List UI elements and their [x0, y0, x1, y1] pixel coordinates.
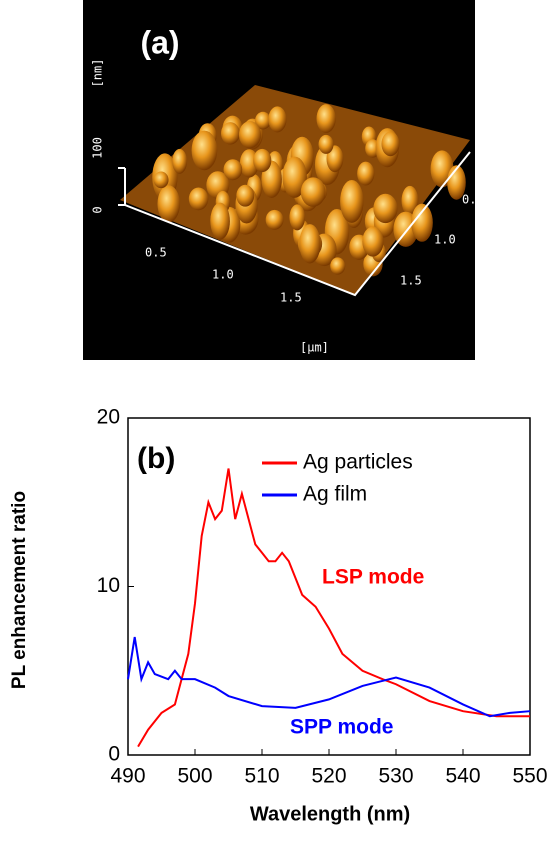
- right-tick: 0.5: [462, 193, 484, 207]
- panel-label: (b): [137, 442, 175, 475]
- data-line: [137, 468, 530, 748]
- chart: 490 500 510 520 530 540 550 0 10 20 Wavelength (nm…: [9, 406, 548, 826]
- right-tick: 0.0: [484, 145, 506, 159]
- afm-bump: [330, 257, 346, 275]
- afm-bump: [265, 209, 284, 230]
- afm-bump: [381, 131, 400, 157]
- afm-bump: [340, 179, 364, 223]
- afm-bump: [153, 171, 169, 189]
- afm-bump: [238, 121, 262, 149]
- front-tick: 1.0: [212, 268, 234, 282]
- right-tick: 1.0: [434, 233, 456, 247]
- afm-bump: [220, 122, 240, 145]
- afm-bump: [210, 202, 230, 240]
- panel-label: (a): [140, 24, 179, 60]
- afm-bump: [326, 145, 344, 173]
- y-tick-label: 20: [97, 406, 120, 429]
- z-tick: 100: [91, 137, 105, 159]
- afm-bump: [357, 161, 375, 186]
- data-line: [127, 636, 531, 718]
- legend-label: Ag film: [303, 483, 367, 506]
- x-tick-label: 530: [378, 765, 413, 788]
- afm-bump: [362, 226, 384, 257]
- afm-bump: [282, 156, 307, 198]
- xy-unit: [µm]: [300, 341, 329, 355]
- afm-bump: [299, 224, 321, 264]
- afm-bump: [223, 159, 243, 181]
- front-tick: 1.5: [280, 291, 302, 305]
- afm-bump: [172, 148, 188, 174]
- afm-axes: [118, 151, 471, 297]
- afm-bump: [401, 185, 419, 216]
- x-tick-label: 550: [512, 765, 547, 788]
- afm-labels: (a) [nm] 100 0 0.0 0.5 1.0 1.5 0.5 1.0 1…: [91, 24, 506, 354]
- afm-bump: [255, 111, 271, 130]
- afm-bump: [316, 104, 336, 134]
- annotation: SPP mode: [290, 716, 393, 739]
- afm-bump: [289, 204, 306, 231]
- afm-bump: [236, 184, 255, 207]
- afm-bump: [191, 130, 218, 171]
- afm-bump: [373, 193, 398, 224]
- x-tick-label: 500: [177, 765, 212, 788]
- right-tick: 1.5: [400, 274, 422, 288]
- afm-bump: [157, 185, 180, 223]
- x-tick-label: 520: [311, 765, 346, 788]
- y-axis-title: PL enhancement ratio: [9, 491, 30, 689]
- z-tick: 0: [91, 206, 105, 213]
- x-tick-label: 490: [110, 765, 145, 788]
- x-tick-label: 540: [445, 765, 480, 788]
- front-tick: 0.5: [145, 246, 167, 260]
- z-unit: [nm]: [91, 59, 105, 88]
- annotation: LSP mode: [322, 566, 424, 589]
- afm-bump: [268, 106, 287, 133]
- x-tick-label: 510: [244, 765, 279, 788]
- x-axis-title: Wavelength (nm): [250, 803, 410, 825]
- y-tick-label: 10: [97, 574, 120, 597]
- legend-label: Ag particles: [303, 451, 413, 474]
- afm-bump: [411, 203, 433, 242]
- y-tick-label: 0: [108, 743, 120, 766]
- afm-bump: [318, 134, 334, 154]
- afm-bump: [300, 177, 326, 207]
- afm-bump: [253, 148, 272, 173]
- afm-bump: [188, 187, 209, 211]
- afm-bumps: [152, 104, 466, 277]
